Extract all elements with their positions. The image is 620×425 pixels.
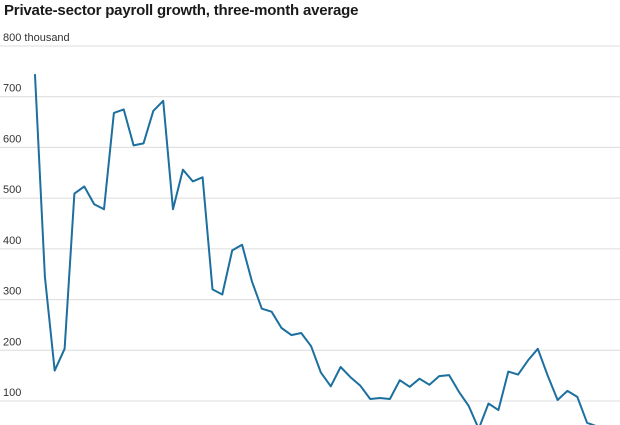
chart-title: Private-sector payroll growth, three-mon… [4,2,359,19]
y-axis-ticks: 800 thousand 700 600 500 400 300 200 100 [3,32,70,399]
y-tick-label-500: 500 [3,184,21,196]
y-tick-label-100: 100 [3,387,21,399]
y-tick-label-200: 200 [3,336,21,348]
y-tick-label-700: 700 [3,83,21,95]
series-lines [34,73,597,425]
y-tick-label-600: 600 [3,133,21,145]
gridlines [0,45,620,402]
y-tick-label-300: 300 [3,286,21,298]
y-tick-label-400: 400 [3,235,21,247]
y-tick-label-800: 800 thousand [3,32,70,44]
series-line-0 [34,73,597,425]
